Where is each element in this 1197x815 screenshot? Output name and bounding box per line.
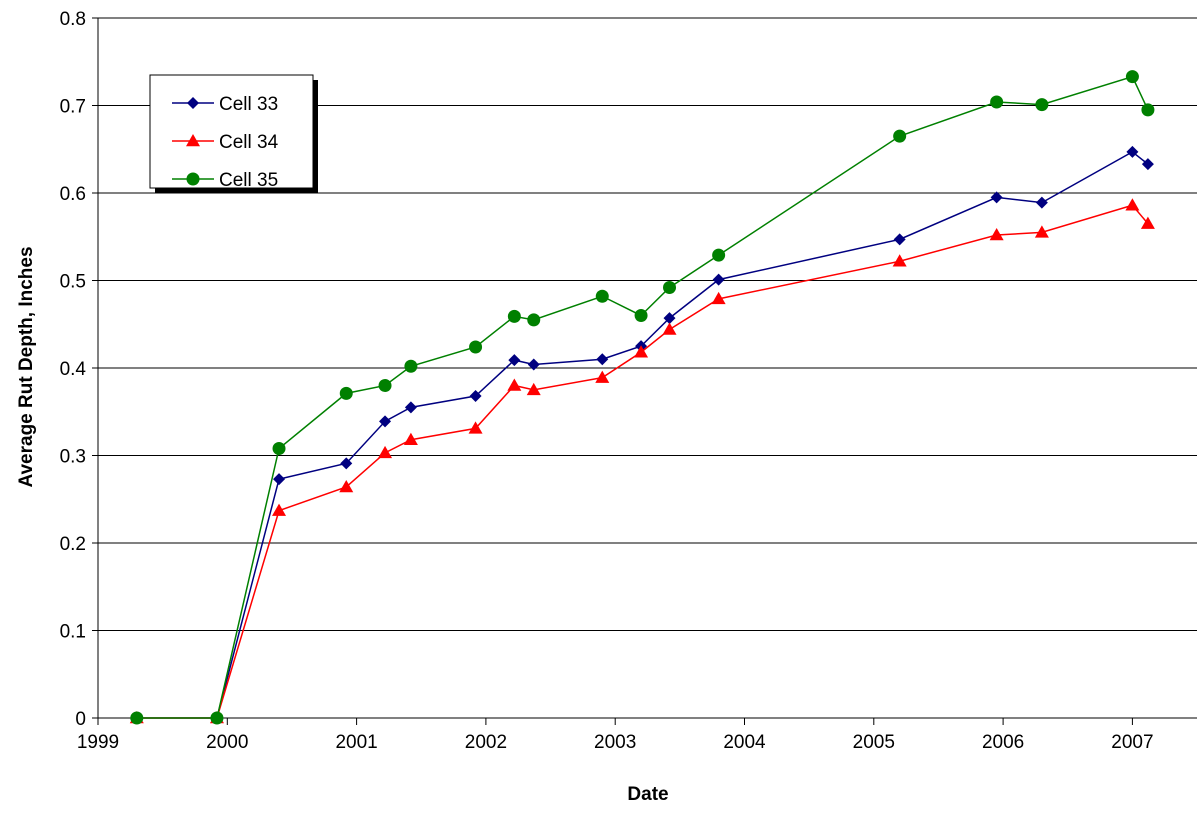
data-point-cell-35 [507,309,521,323]
legend-marker [186,172,200,186]
x-tick-label: 2002 [465,732,507,753]
data-point-cell-35 [1035,98,1049,112]
data-point-cell-34 [526,382,541,396]
data-point-cell-33 [469,390,482,402]
data-point-cell-34 [595,370,610,383]
data-point-cell-35 [130,711,144,725]
legend-item-cell-34: Cell 34 [172,132,279,153]
data-point-cell-35 [469,340,483,354]
x-tick-labels: 1999 2000 2001 2002 2003 2004 2005 2006 2007 [77,732,1154,753]
series-line-cell-33 [136,150,1149,719]
legend: Cell 33 Cell 34 Cell 35 [149,74,318,193]
series-cell-34 [129,198,1155,724]
x-tick-label: 2001 [335,732,377,753]
data-point-cell-34 [272,503,287,516]
x-tick-label: 2003 [594,732,636,753]
data-point-cell-35 [663,281,677,294]
data-point-cell-35 [893,129,907,143]
data-point-cell-33 [893,233,906,246]
x-tick-label: 2005 [853,732,895,753]
data-point-cell-34 [1140,216,1155,229]
y-tick-label: 0.3 [60,447,86,468]
axes [92,17,1197,725]
data-point-cell-34 [378,445,393,459]
data-point-cell-35 [990,95,1004,109]
series-line-cell-34 [136,204,1149,719]
data-point-cell-34 [507,378,522,391]
x-tick-label: 2006 [982,732,1024,753]
y-tick-label: 0.1 [60,622,86,643]
data-point-cell-34 [634,345,649,358]
legend-label: Cell 35 [219,170,278,191]
data-point-cell-33 [1035,196,1048,209]
data-point-cell-33 [663,312,676,325]
y-tick-label: 0.8 [60,9,86,30]
data-point-cell-34 [403,432,418,445]
y-tick-label: 0.4 [60,359,87,380]
data-point-cell-33 [508,354,521,367]
data-point-cell-35 [634,309,648,322]
x-tick-label: 1999 [77,732,119,753]
data-point-cell-33 [990,191,1003,204]
data-point-cell-35 [272,442,286,455]
y-tick-label: 0.6 [60,184,86,205]
data-point-cell-33 [712,273,725,286]
series-cell-33 [130,145,1154,724]
data-point-cell-35 [595,289,609,303]
data-point-cell-34 [1034,225,1049,238]
y-tick-label: 0.7 [60,97,86,118]
data-point-cell-33 [340,457,353,470]
legend-box [149,74,314,189]
data-point-cell-35 [378,379,392,392]
legend-item-cell-35: Cell 35 [172,170,278,191]
data-point-cell-33 [273,473,286,486]
data-point-cell-35 [404,359,418,373]
data-point-cell-35 [1141,103,1155,117]
y-axis-title: Average Rut Depth, Inches [16,246,37,487]
data-point-cell-35 [1125,70,1139,84]
x-tick-label: 2004 [723,732,766,753]
legend-item-cell-33: Cell 33 [172,94,278,115]
data-point-cell-34 [339,480,354,493]
y-tick-labels: 0 0.1 0.2 0.3 0.4 0.5 0.6 0.7 0.8 [60,9,87,730]
legend-label: Cell 33 [219,94,278,115]
legend-marker [187,97,199,109]
legend-label: Cell 34 [219,132,279,153]
data-point-cell-34 [468,421,483,434]
y-tick-label: 0 [75,709,86,730]
data-point-cell-33 [379,415,392,428]
series-layer [129,70,1155,725]
data-point-cell-33 [596,353,609,366]
data-point-cell-33 [527,358,540,371]
series-cell-35 [130,70,1155,725]
data-point-cell-34 [1125,198,1140,211]
data-point-cell-33 [1141,158,1154,171]
data-point-cell-34 [892,254,907,267]
data-point-cell-34 [989,228,1004,241]
data-point-cell-35 [527,313,541,327]
data-point-cell-35 [339,386,353,400]
legend-marker [186,134,200,147]
data-point-cell-34 [711,291,726,305]
series-line-cell-35 [136,75,1149,719]
x-tick-label: 2000 [206,732,248,753]
x-axis-title: Date [627,784,668,805]
y-tick-label: 0.2 [60,534,86,555]
data-point-cell-35 [210,711,224,725]
x-tick-label: 2007 [1111,732,1153,753]
data-point-cell-33 [1126,145,1139,158]
data-point-cell-33 [404,401,417,414]
data-point-cell-34 [662,322,677,335]
data-point-cell-35 [712,248,726,262]
y-tick-label: 0.5 [60,272,86,293]
